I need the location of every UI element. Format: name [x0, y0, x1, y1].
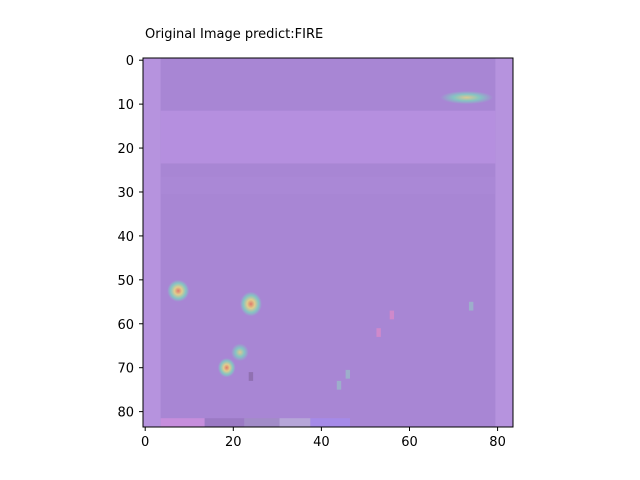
heatmap-mid-band [160, 176, 496, 195]
speck-1 [389, 310, 395, 320]
speck-5 [336, 380, 342, 390]
y-tick-label: 80 [117, 406, 134, 421]
hotspot-2 [167, 279, 190, 302]
bottom-strip-segment-4 [279, 418, 311, 427]
y-tick-label: 50 [117, 274, 134, 289]
y-tick-label: 20 [117, 142, 134, 157]
hotspot-1 [440, 90, 494, 105]
speck-4 [345, 369, 351, 379]
y-tick-label: 40 [117, 230, 134, 245]
bottom-strip-segment-5 [310, 418, 351, 427]
speck-2 [376, 328, 381, 337]
y-tick-label: 60 [117, 318, 134, 333]
bottom-strip-segment-2 [204, 418, 245, 427]
bottom-strip-segment-1 [160, 418, 205, 427]
x-tick-label: 0 [141, 435, 149, 450]
heatmap-left-band [143, 58, 161, 427]
hotspot-5 [217, 358, 236, 378]
y-tick-label: 10 [117, 98, 134, 113]
bottom-strip-segment-3 [244, 418, 280, 427]
speck-3 [248, 372, 254, 381]
hotspot-4 [231, 343, 249, 362]
chart-title: Original Image predict:FIRE [145, 27, 323, 42]
y-tick-label: 0 [126, 54, 134, 69]
heatmap-upper-band [160, 110, 496, 164]
x-tick-label: 20 [225, 435, 242, 450]
y-tick-label: 30 [117, 186, 134, 201]
y-tick-label: 70 [117, 362, 134, 377]
hotspot-3 [239, 291, 262, 317]
axes-frame [142, 57, 514, 428]
y-axis: 0 10 20 30 40 50 60 70 80 [117, 54, 143, 421]
heatmap-right-band [495, 58, 513, 427]
x-tick-label: 60 [401, 435, 418, 450]
speck-6 [468, 301, 474, 311]
heatmap-image [143, 58, 513, 427]
x-axis: 0 20 40 60 80 [141, 427, 506, 450]
x-tick-label: 40 [313, 435, 330, 450]
x-tick-label: 80 [489, 435, 506, 450]
